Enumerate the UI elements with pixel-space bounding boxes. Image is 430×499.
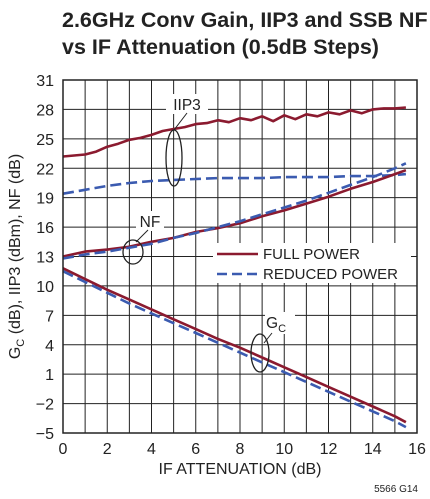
annotation-nf: NF xyxy=(140,214,161,231)
y-axis-label-main: G xyxy=(7,347,24,359)
x-tick-label: 4 xyxy=(147,441,156,458)
x-tick-label: 8 xyxy=(236,441,245,458)
x-tick-label: 10 xyxy=(275,441,293,458)
legend-label-full-power: FULL POWER xyxy=(263,246,360,263)
series-line-nf-reduced-power xyxy=(62,162,407,260)
legend-background xyxy=(213,243,411,283)
chart-subtitle: vs IF Attenuation (0.5dB Steps) xyxy=(62,35,379,59)
y-tick-label: −2 xyxy=(36,397,54,414)
series-line-gc-full-power xyxy=(62,267,407,424)
x-axis-label: IF ATTENUATION (dB) xyxy=(159,461,322,478)
iip3-label-bg xyxy=(166,94,208,114)
annotation-iip3-ellipse xyxy=(165,129,183,187)
y-tick-label: 28 xyxy=(36,102,54,119)
annotation-gc-main: G xyxy=(266,315,278,332)
y-tick-label: 10 xyxy=(36,279,54,296)
y-axis-label-rest: (dB), IIP3 (dBm), NF (dB) xyxy=(7,154,24,339)
legend: FULL POWER REDUCED POWER xyxy=(213,243,411,283)
y-axis-label-sub: C xyxy=(15,339,27,347)
legend-label-reduced-power: REDUCED POWER xyxy=(263,266,398,283)
x-tick-label: 14 xyxy=(364,441,382,458)
x-tick-label: 12 xyxy=(320,441,338,458)
series-lines xyxy=(62,106,407,429)
x-tick-label: 16 xyxy=(408,441,426,458)
annotation-nf-leader xyxy=(135,229,149,243)
annotation-gc-leader xyxy=(263,332,273,344)
y-tick-label: −5 xyxy=(36,426,54,443)
x-tick-label: 6 xyxy=(191,441,200,458)
y-tick-label: 31 xyxy=(36,73,54,90)
x-tick-label: 2 xyxy=(103,441,112,458)
annotations: IIP3 NF GC xyxy=(122,94,295,373)
series-line-nf-full-power xyxy=(62,168,407,258)
y-tick-label: 7 xyxy=(45,308,54,325)
y-tick-label: 16 xyxy=(36,220,54,237)
annotation-iip3-leader xyxy=(173,112,188,131)
y-tick-label: 22 xyxy=(36,161,54,178)
y-axis-label: GC (dB), IIP3 (dBm), NF (dB) xyxy=(7,154,27,359)
y-tick-label: 25 xyxy=(36,132,54,149)
series-line-iip3-reduced-power xyxy=(62,172,407,195)
annotation-iip3: IIP3 xyxy=(173,97,201,114)
nf-label-bg xyxy=(136,211,164,231)
gc-label-bg xyxy=(265,312,295,334)
plot-frame xyxy=(62,79,418,434)
y-tick-label: 13 xyxy=(36,250,54,267)
annotation-nf-ellipse xyxy=(122,239,144,265)
chart-title: 2.6GHz Conv Gain, IIP3 and SSB NF xyxy=(62,8,428,32)
x-tick-label: 0 xyxy=(59,441,68,458)
annotation-gc: GC xyxy=(266,315,286,335)
y-tick-label: 19 xyxy=(36,191,54,208)
series-line-iip3-full-power xyxy=(62,106,407,158)
annotation-gc-sub: C xyxy=(278,323,286,335)
y-tick-label: 1 xyxy=(45,367,54,384)
y-tick-label: 4 xyxy=(45,338,54,355)
series-line-gc-reduced-power xyxy=(62,270,407,429)
annotation-gc-ellipse xyxy=(250,333,270,373)
figure-id: 5566 G14 xyxy=(374,484,418,495)
